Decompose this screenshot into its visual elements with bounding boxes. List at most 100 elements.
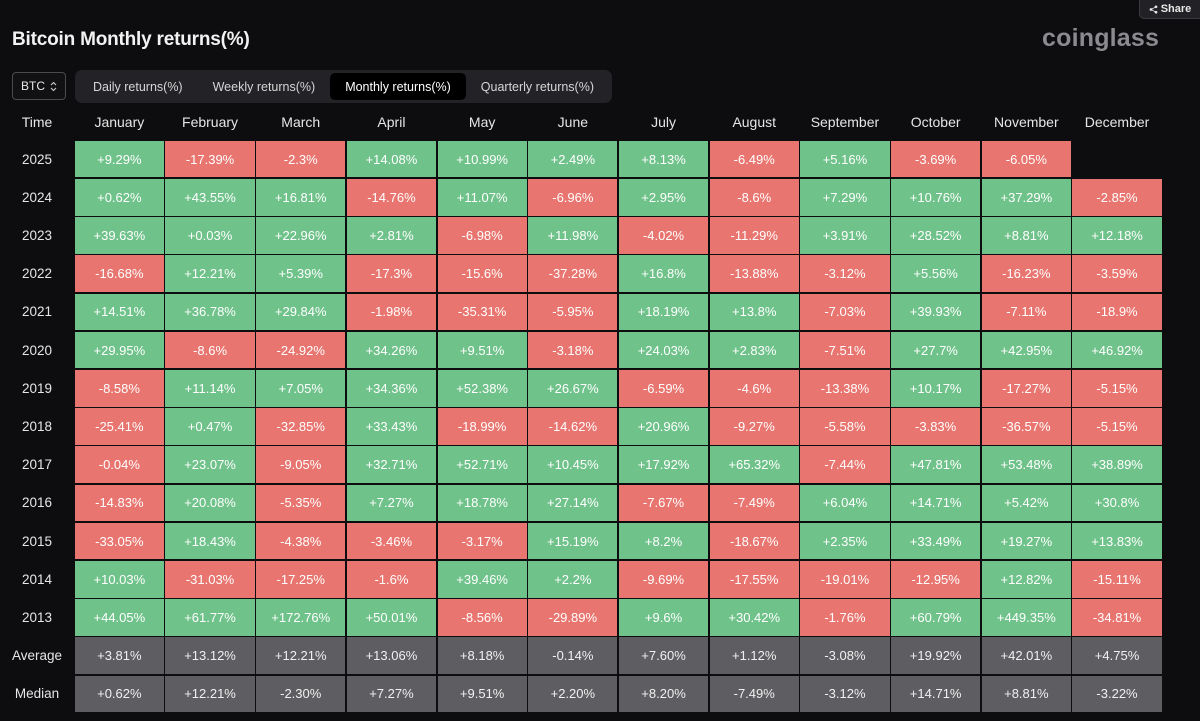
month-header: September: [810, 114, 880, 130]
summary-cell: +14.71%: [891, 675, 981, 713]
return-cell: +23.07%: [165, 446, 255, 484]
tab-quarterly-returns[interactable]: Quarterly returns(%): [480, 79, 595, 94]
return-cell: -13.38%: [800, 369, 890, 407]
return-cell: +7.05%: [256, 369, 346, 407]
year-label: 2016: [21, 495, 53, 511]
asset-select[interactable]: BTC: [12, 72, 66, 100]
return-cell: +449.35%: [981, 599, 1071, 636]
summary-cell: +3.81%: [74, 637, 164, 675]
return-cell: +10.99%: [437, 140, 527, 178]
summary-cell: -0.14%: [528, 637, 618, 675]
month-header: November: [994, 114, 1059, 130]
return-cell: -5.95%: [528, 293, 618, 331]
return-cell: -15.6%: [437, 255, 527, 293]
return-cell: -7.03%: [800, 293, 890, 331]
summary-cell: -3.08%: [800, 637, 890, 675]
year-label: 2024: [21, 189, 53, 205]
year-label: 2015: [21, 533, 53, 549]
return-cell: -9.27%: [709, 408, 799, 445]
return-cell: -18.67%: [709, 522, 799, 560]
return-cell: +8.81%: [981, 217, 1071, 254]
summary-cell: +9.51%: [437, 675, 527, 713]
return-cell: +33.43%: [346, 408, 437, 445]
year-label: 2021: [21, 304, 53, 320]
return-cell: +2.81%: [346, 217, 437, 254]
summary-cell: +19.92%: [891, 637, 981, 675]
month-header: April: [377, 114, 406, 130]
summary-cell: +1.12%: [709, 637, 799, 675]
return-cell: -15.11%: [1072, 560, 1162, 598]
return-cell: -8.6%: [709, 178, 799, 216]
return-cell: -14.62%: [528, 408, 618, 445]
return-cell: -7.44%: [800, 446, 890, 484]
tab-weekly-returns[interactable]: Weekly returns(%): [212, 79, 316, 94]
summary-cell: +0.62%: [74, 675, 164, 713]
return-cell: +18.19%: [618, 293, 709, 331]
year-label: 2018: [21, 418, 53, 434]
return-cell: -3.46%: [346, 522, 437, 560]
summary-cell: +8.20%: [618, 675, 709, 713]
return-cell: +2.83%: [709, 331, 799, 369]
return-cell: +18.43%: [165, 522, 255, 560]
return-cell: +0.03%: [165, 217, 255, 254]
return-cell: +65.32%: [709, 446, 799, 484]
tab-daily-returns[interactable]: Daily returns(%): [93, 79, 183, 94]
return-cell: -6.96%: [528, 178, 618, 216]
return-cell: +2.49%: [528, 140, 618, 178]
asset-select-value: BTC: [21, 79, 45, 93]
corner-label: Time: [21, 114, 53, 130]
return-cell: +11.14%: [165, 369, 255, 407]
return-cell: +16.81%: [256, 178, 346, 216]
month-header: February: [182, 114, 239, 130]
return-cell: -3.17%: [437, 522, 527, 560]
return-cell: -4.38%: [256, 522, 346, 560]
return-cell: +28.52%: [891, 217, 981, 254]
return-cell: -6.98%: [437, 217, 527, 254]
return-cell: -18.9%: [1072, 293, 1162, 331]
return-cell: -33.05%: [74, 522, 164, 560]
return-cell: +36.78%: [165, 293, 255, 331]
return-cell: -5.15%: [1072, 369, 1162, 407]
return-cell: +12.82%: [981, 560, 1071, 598]
month-header: March: [281, 114, 321, 130]
summary-cell: +13.12%: [165, 637, 255, 675]
return-cell: +46.92%: [1072, 331, 1162, 369]
return-cell: -16.23%: [981, 255, 1071, 293]
return-cell: +9.6%: [618, 599, 709, 636]
return-cell: +43.55%: [165, 178, 255, 216]
return-cell: -24.92%: [256, 331, 346, 369]
return-cell: +8.2%: [618, 522, 709, 560]
year-label: 2014: [21, 571, 53, 587]
return-cell: +5.39%: [256, 255, 346, 293]
return-cell: -32.85%: [256, 408, 346, 445]
page-title: Bitcoin Monthly returns(%): [12, 29, 250, 50]
return-cell: +2.35%: [800, 522, 890, 560]
tab-monthly-returns[interactable]: Monthly returns(%): [330, 73, 466, 100]
return-cell: -7.11%: [981, 293, 1071, 331]
return-cell: +7.27%: [346, 484, 437, 522]
return-cell: +39.93%: [891, 293, 981, 331]
return-cell: +5.56%: [891, 255, 981, 293]
summary-cell: +12.21%: [256, 637, 346, 675]
return-cell: +9.29%: [74, 140, 164, 178]
year-label: 2019: [21, 380, 53, 396]
chevron-updown-icon: [50, 81, 57, 91]
return-cell: +42.95%: [981, 331, 1071, 369]
year-label: 2025: [21, 151, 53, 167]
return-cell: +10.03%: [74, 560, 164, 598]
share-label: Share: [1160, 3, 1192, 15]
return-cell: +0.62%: [74, 178, 164, 216]
return-cell: -1.6%: [346, 560, 437, 598]
return-cell: -17.3%: [346, 255, 437, 293]
return-cell: -2.85%: [1072, 178, 1162, 216]
return-cell: -14.83%: [74, 484, 164, 522]
return-cell: +29.84%: [256, 293, 346, 331]
summary-cell: -3.12%: [800, 675, 890, 713]
return-cell: +34.36%: [346, 369, 437, 407]
share-button[interactable]: Share: [1139, 0, 1200, 19]
return-cell: -3.83%: [891, 408, 981, 445]
month-header: December: [1084, 114, 1150, 130]
return-cell: +13.83%: [1072, 522, 1162, 560]
return-cell: +11.07%: [437, 178, 527, 216]
return-cell: -4.6%: [709, 369, 799, 407]
